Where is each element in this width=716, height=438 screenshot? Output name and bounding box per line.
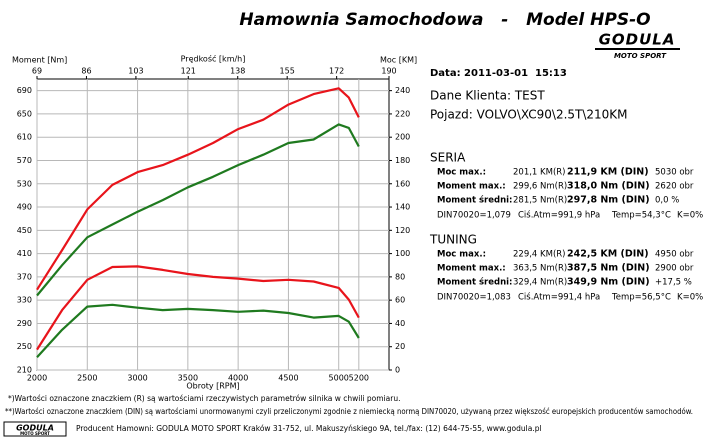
stat-cell: 229,4 KM(R) (513, 250, 565, 260)
footnote: *)Wartości oznaczone znaczkiem (R) są wa… (8, 394, 400, 403)
stat-cell: 281,5 Nm(R) (513, 196, 567, 206)
stat-cell: Moc max.: (437, 168, 486, 178)
stat-cell: 211,9 KM (DIN) (567, 167, 649, 178)
stat-cell: Moment max.: (437, 264, 506, 274)
din-cell: Ciś.Atm=991,9 hPa (518, 210, 600, 221)
y2-tick-label: 180 (395, 156, 410, 165)
din-cell: DIN70020=1,083 (437, 293, 511, 303)
small-logo: GODULA (16, 424, 54, 433)
stat-cell: 318,0 Nm (DIN) (567, 181, 650, 192)
x-tick-label: 3500 (178, 374, 198, 383)
x2-tick-label: 121 (181, 67, 196, 76)
x2-tick-label: 155 (280, 67, 295, 76)
x-axis-title: Obroty [RPM] (186, 382, 239, 391)
y-axis-title: Moment [Nm] (12, 56, 67, 65)
stat-cell: 349,9 Nm (DIN) (567, 277, 650, 288)
y-tick-label: 530 (17, 179, 32, 188)
y-tick-label: 370 (17, 272, 32, 281)
logo-sub: MOTO SPORT (614, 52, 667, 60)
y2-tick-label: 220 (395, 109, 410, 118)
stat-cell: Moc max.: (437, 250, 486, 260)
stat-cell: 2620 obr (655, 182, 694, 192)
y2-axis-title: Moc [KM] (380, 56, 417, 65)
y-tick-label: 490 (17, 203, 32, 212)
y2-tick-label: 60 (395, 296, 405, 305)
x-tick-label: 2000 (27, 374, 47, 383)
din-cell: K=0% (677, 211, 703, 221)
producer: Producent Hamowni: GODULA MOTO SPORT Kra… (76, 424, 542, 433)
y2-tick-label: 80 (395, 272, 405, 281)
x-tick-label: 4000 (228, 374, 248, 383)
small-logo-sub: MOTO SPORT (20, 431, 50, 436)
stat-cell: 242,5 KM (DIN) (567, 249, 649, 260)
y2-tick-label: 140 (395, 203, 410, 212)
x2-tick-label: 86 (81, 67, 91, 76)
y-tick-label: 650 (17, 109, 32, 118)
stat-cell: 0,0 % (655, 196, 679, 206)
din-cell: K=0% (677, 293, 703, 303)
x2-tick-label: 138 (230, 67, 245, 76)
y2-tick-label: 0 (395, 366, 400, 375)
y-tick-label: 410 (17, 249, 32, 258)
x2-tick-label: 69 (32, 67, 42, 76)
y-tick-label: 570 (17, 156, 32, 165)
x-tick-label: 3000 (127, 374, 147, 383)
y-tick-label: 210 (17, 366, 32, 375)
section-title: SERIA (430, 151, 466, 165)
stat-cell: 363,5 Nm(R) (513, 264, 567, 274)
series-line (36, 265, 360, 351)
stat-cell: 5030 obr (655, 168, 694, 178)
client: Dane Klienta: TEST (430, 89, 545, 103)
stat-cell: 297,8 Nm (DIN) (567, 195, 650, 206)
footnote: **)Wartości oznaczone znaczkiem (DIN) są… (5, 407, 693, 416)
x2-tick-label: 190 (381, 67, 396, 76)
stat-cell: +17,5 % (655, 278, 692, 288)
x2-tick-label: 103 (128, 67, 143, 76)
x-tick-label: 4500 (278, 374, 298, 383)
y2-tick-label: 100 (395, 249, 410, 258)
y-tick-label: 610 (17, 133, 32, 142)
date: Data: 2011-03-01 15:13 (430, 68, 567, 79)
y2-tick-label: 240 (395, 86, 410, 95)
x2-axis-title: Prędkość [km/h] (181, 54, 246, 64)
din-cell: Temp=54,3°C (611, 211, 671, 221)
chart-title: Hamownia Samochodowa - Model HPS-O (239, 10, 650, 30)
y-tick-label: 330 (17, 296, 32, 305)
section-title: TUNING (429, 233, 477, 247)
y2-tick-label: 40 (395, 319, 405, 328)
vehicle: Pojazd: VOLVO\XC90\2.5T\210KM (430, 108, 628, 122)
din-cell: DIN70020=1,079 (437, 211, 511, 221)
y2-tick-label: 200 (395, 133, 410, 142)
stat-cell: 329,4 Nm(R) (513, 278, 567, 288)
din-cell: Ciś.Atm=991,4 hPa (518, 292, 600, 303)
x-tick-label: 5200 (349, 374, 369, 383)
series-line (36, 303, 360, 358)
din-cell: Temp=56,5°C (611, 293, 671, 303)
stat-cell: 201,1 KM(R) (513, 168, 565, 178)
small-logo-box (3, 421, 67, 437)
y2-tick-label: 20 (395, 342, 405, 351)
stat-cell: Moment średni: (437, 195, 512, 206)
stat-cell: 299,6 Nm(R) (513, 182, 567, 192)
x-tick-label: 2500 (77, 374, 97, 383)
y-tick-label: 450 (17, 226, 32, 235)
y-tick-label: 250 (17, 342, 32, 351)
y-tick-label: 290 (17, 319, 32, 328)
stat-cell: 387,5 Nm (DIN) (567, 263, 650, 274)
stat-cell: Moment max.: (437, 182, 506, 192)
series-line (36, 87, 360, 291)
y-tick-label: 690 (17, 86, 32, 95)
logo: GODULA (599, 31, 676, 49)
x2-tick-label: 172 (329, 67, 344, 76)
stat-cell: 4950 obr (655, 250, 694, 260)
stat-cell: Moment średni: (437, 277, 512, 288)
y2-tick-label: 120 (395, 226, 410, 235)
series-line (36, 123, 360, 297)
x-tick-label: 5000 (329, 374, 349, 383)
y2-tick-label: 160 (395, 179, 410, 188)
stat-cell: 2900 obr (655, 264, 694, 274)
